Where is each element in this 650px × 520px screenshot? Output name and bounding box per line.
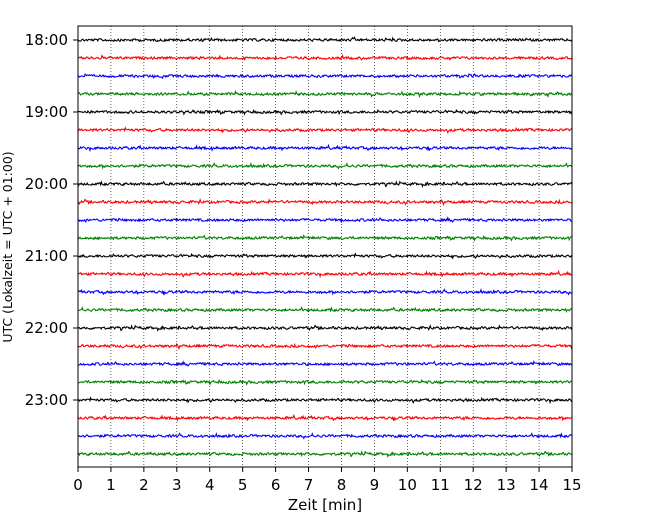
x-axis: 0 1 2 3 4 5 6 7 8 9 10 11 12 13 14 15 [73, 467, 582, 494]
x-tick-label: 1 [106, 476, 116, 494]
trace-1830 [77, 73, 573, 80]
x-tick-label: 0 [73, 476, 83, 494]
x-tick-label: 7 [304, 476, 314, 494]
x-tick-label: 4 [205, 476, 215, 494]
y-tick-label: 22:00 [25, 319, 68, 337]
trace-2345 [77, 450, 573, 458]
plot-frame [77, 25, 573, 468]
trace-2015 [77, 197, 573, 207]
x-tick-label: 6 [271, 476, 281, 494]
x-tick-label: 9 [370, 476, 380, 494]
x-tick-label: 8 [337, 476, 347, 494]
x-tick-label: 13 [497, 476, 516, 494]
y-axis: 18:00 19:00 20:00 21:00 22:00 23:00 [25, 31, 78, 409]
x-tick-label: 11 [431, 476, 450, 494]
trace-1815 [77, 53, 573, 62]
trace-1945 [77, 162, 573, 170]
trace-2300 [77, 396, 573, 405]
trace-2230 [77, 360, 573, 367]
x-tick-label: 5 [238, 476, 248, 494]
trace-2145 [77, 306, 573, 313]
trace-1930 [77, 143, 573, 153]
trace-2115 [77, 269, 573, 279]
x-tick-label: 15 [562, 476, 581, 494]
x-tick-label: 10 [398, 476, 417, 494]
x-axis-label: Zeit [min] [288, 496, 362, 514]
x-tick-label: 14 [530, 476, 549, 494]
trace-2315 [77, 413, 573, 422]
trace-1845 [77, 89, 573, 99]
y-tick-label: 18:00 [25, 31, 68, 49]
x-tick-label: 2 [139, 476, 149, 494]
y-tick-label: 20:00 [25, 175, 68, 193]
x-tick-label: 12 [464, 476, 483, 494]
y-tick-label: 23:00 [25, 391, 68, 409]
trace-group [77, 36, 573, 458]
y-axis-label: UTC (Lokalzeit = UTC + 01:00) [0, 151, 15, 342]
trace-1800 [77, 36, 573, 43]
trace-2100 [77, 252, 573, 260]
trace-2000 [77, 180, 573, 188]
y-tick-label: 21:00 [25, 247, 68, 265]
trace-1915 [77, 126, 573, 134]
x-tick-label: 3 [172, 476, 182, 494]
trace-2330 [77, 432, 573, 440]
trace-2215 [77, 342, 573, 351]
trace-2130 [77, 288, 573, 296]
y-tick-label: 19:00 [25, 103, 68, 121]
trace-2200 [77, 324, 573, 332]
trace-1900 [78, 108, 573, 116]
trace-2245 [77, 378, 573, 386]
trace-2045 [77, 234, 573, 242]
trace-2030 [77, 216, 573, 224]
